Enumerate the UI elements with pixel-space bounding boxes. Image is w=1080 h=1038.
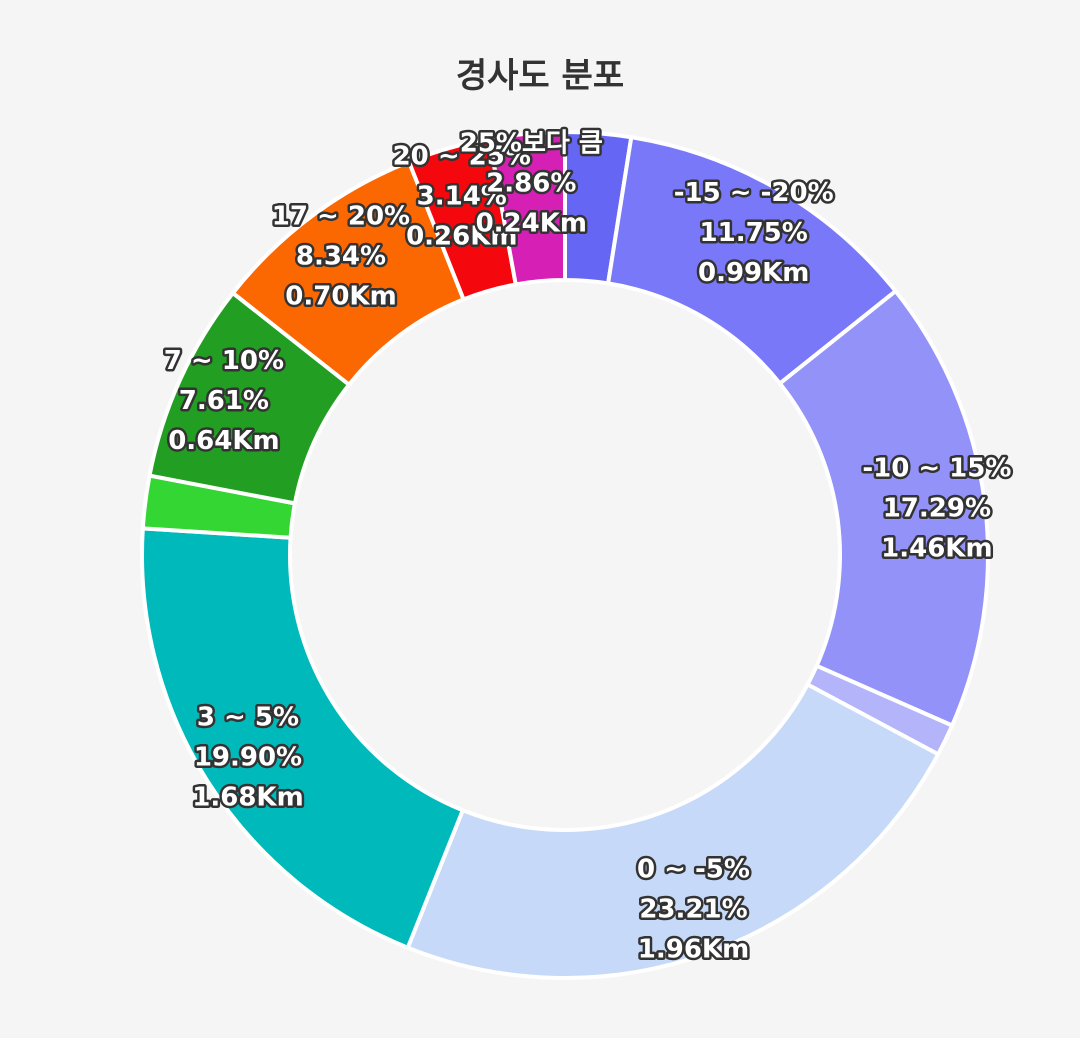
slice-range-label: 0 ~ -5% <box>637 854 750 884</box>
slice-label-8: 17 ~ 20% 8.34% 0.70Km <box>272 201 410 311</box>
slice-label-5: 3 ~ 5% 19.90% 1.68Km <box>192 702 303 812</box>
slice-percent-label: 17.29% <box>883 494 991 524</box>
slice-distance-label: 1.96Km <box>638 934 749 964</box>
slice-percent-label: 2.86% <box>486 169 576 199</box>
slice-label-2: -10 ~ 15% 17.29% 1.46Km <box>862 454 1011 564</box>
slice-range-label: -10 ~ 15% <box>862 454 1011 484</box>
slice-10 <box>487 130 567 287</box>
slice-range-label: 3 ~ 5% <box>197 702 299 732</box>
slice-percent-label: 11.75% <box>700 218 808 248</box>
chart-title: 경사도 분포 <box>455 56 625 96</box>
slice-label-9: 20 ~ 25% 3.14% 0.26Km <box>393 141 531 251</box>
slice-percent-label: 8.34% <box>296 241 386 271</box>
slice-5 <box>140 526 465 950</box>
slice-label-7: 7 ~ 10% 7.61% 0.64Km <box>164 346 284 456</box>
slice-distance-label: 0.26Km <box>406 221 517 251</box>
slices-group <box>140 130 990 980</box>
slice-range-label: 25%보다 큼 <box>460 129 603 159</box>
labels-group: -15 ~ -20% 11.75% 0.99Km -10 ~ 15% 17.29% 1.4… <box>161 126 1014 967</box>
slice-4 <box>405 682 941 980</box>
slice-distance-label: 0.64Km <box>168 426 279 456</box>
slice-percent-label: 19.90% <box>194 742 302 772</box>
slice-percent-label: 7.61% <box>179 386 269 416</box>
slice-range-label: -15 ~ -20% <box>674 178 834 208</box>
slice-percent-label: 3.14% <box>417 181 507 211</box>
slice-distance-label: 0.99Km <box>698 258 809 288</box>
slice-distance-label: 0.70Km <box>285 281 396 311</box>
slice-range-label: 7 ~ 10% <box>164 346 284 376</box>
slice-distance-label: 0.24Km <box>476 209 587 239</box>
slice-range-label: 20 ~ 25% <box>393 141 531 171</box>
slice-2 <box>777 289 990 728</box>
slice-label-1: -15 ~ -20% 11.75% 0.99Km <box>674 178 834 288</box>
slice-distance-label: 1.46Km <box>881 534 992 564</box>
slice-label-10: 25%보다 큼 2.86% 0.24Km <box>460 129 603 239</box>
slice-range-label: 17 ~ 20% <box>272 201 410 231</box>
slice-label-4: 0 ~ -5% 23.21% 1.96Km <box>637 854 750 964</box>
slice-percent-label: 23.21% <box>639 894 747 924</box>
slice-distance-label: 1.68Km <box>192 782 303 812</box>
